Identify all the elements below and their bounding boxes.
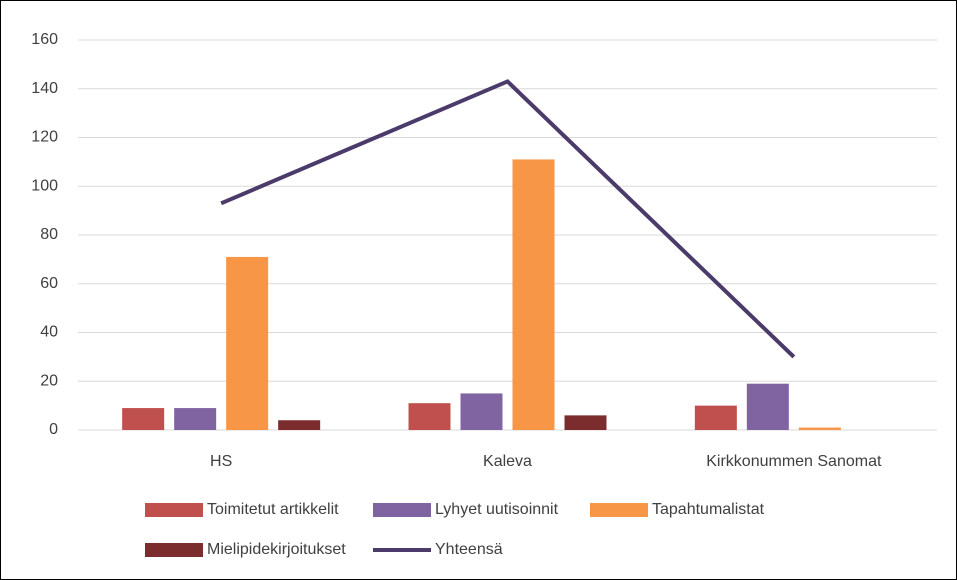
y-tick-label: 160 [31, 31, 58, 48]
bar [278, 420, 321, 430]
y-tick-label: 40 [40, 324, 58, 341]
x-tick-label: HS [210, 453, 232, 470]
legend-swatch [373, 503, 431, 517]
y-tick-label: 120 [31, 129, 58, 146]
y-tick-label: 140 [31, 80, 58, 97]
y-tick-label: 80 [40, 226, 58, 243]
legend-swatch [145, 503, 203, 517]
legend-label: Lyhyet uutisoinnit [435, 501, 559, 518]
y-tick-label: 60 [40, 275, 58, 292]
legend-label: Mielipidekirjoitukset [207, 541, 346, 558]
legend-swatch [590, 503, 648, 517]
y-tick-label: 0 [49, 421, 58, 438]
legend-label: Tapahtumalistat [652, 501, 765, 518]
y-tick-label: 20 [40, 372, 58, 389]
legend-label: Toimitetut artikkelit [207, 501, 339, 518]
bar [226, 256, 269, 430]
bar [694, 405, 737, 430]
bar [174, 408, 217, 430]
bar [408, 403, 451, 430]
legend-swatch [145, 543, 203, 557]
bar [512, 159, 555, 430]
bar [122, 408, 165, 430]
bar [746, 383, 789, 430]
bar [564, 415, 607, 430]
x-tick-label: Kaleva [483, 453, 532, 470]
y-tick-label: 100 [31, 177, 58, 194]
bar [460, 393, 503, 430]
bar [798, 427, 841, 430]
line [220, 79, 796, 359]
legend-label: Yhteensä [435, 541, 503, 558]
x-tick-label: Kirkkonummen Sanomat [706, 453, 882, 470]
